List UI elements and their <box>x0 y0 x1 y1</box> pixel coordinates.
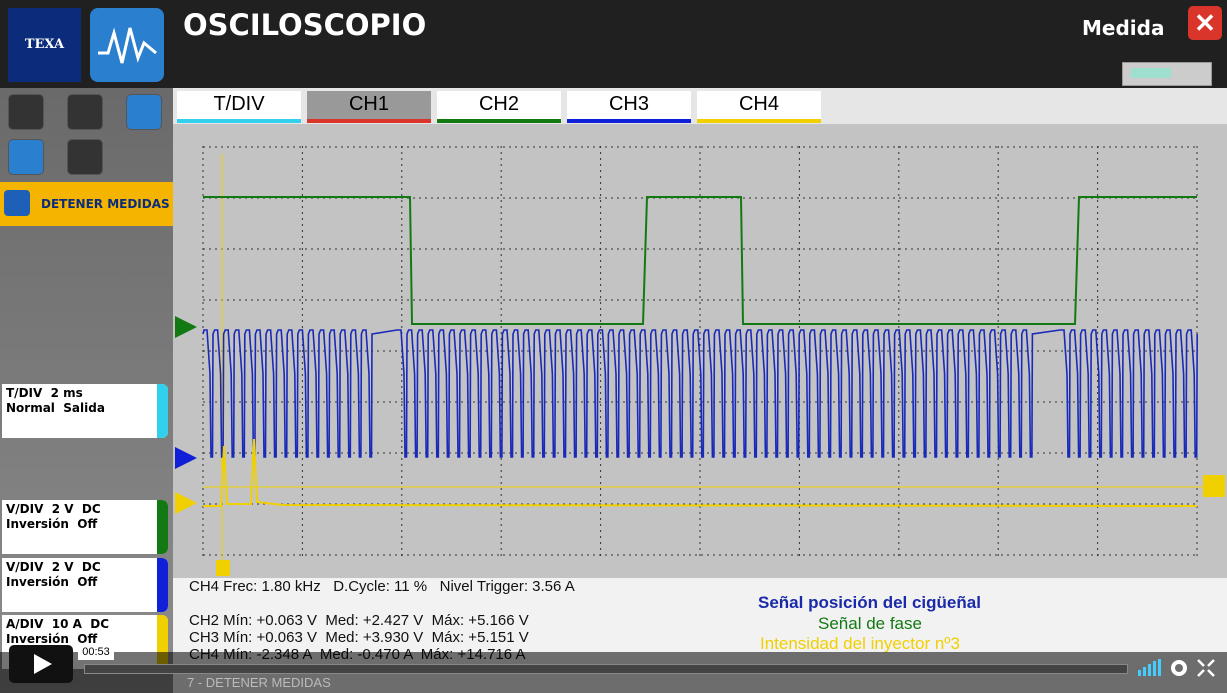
channel-panel: V/DIV 2 V DC Inversión Off <box>2 500 168 554</box>
zoom-icon[interactable] <box>8 94 44 130</box>
settings-icon[interactable] <box>8 139 44 175</box>
legend-injector: Intensidad del inyector nº3 <box>760 634 960 653</box>
scale-icon[interactable] <box>126 94 162 130</box>
marker-ch4 <box>175 492 197 514</box>
marker-ch2 <box>175 316 197 338</box>
panel-line2: Normal Salida <box>6 401 105 415</box>
marker-ch3 <box>175 447 197 469</box>
marker-trigger <box>1203 475 1225 497</box>
progress-bar[interactable] <box>84 664 1128 674</box>
app-title: OSCILOSCOPIO <box>183 8 427 42</box>
scope-plot <box>173 124 1227 578</box>
panel-line2: Inversión Off <box>6 575 98 589</box>
logo: TEXA <box>8 8 81 82</box>
tab[interactable]: T/DIV <box>177 91 301 123</box>
mode-label: Medida <box>1082 16 1165 40</box>
tab[interactable]: CH3 <box>567 91 691 123</box>
stop-button[interactable]: DETENER MEDIDAS <box>0 182 173 226</box>
slider[interactable] <box>1122 62 1212 86</box>
measurement-line: CH2 Mín: +0.063 V Med: +2.427 V Máx: +5.… <box>189 612 529 629</box>
panel-line2: Inversión Off <box>6 632 98 646</box>
channel-panel: V/DIV 2 V DC Inversión Off <box>2 558 168 612</box>
player-icons[interactable] <box>1136 656 1222 680</box>
panel-line1: A/DIV 10 A DC <box>6 617 110 631</box>
stop-label: DETENER MEDIDAS <box>41 197 170 211</box>
panel-color <box>157 384 168 438</box>
measurement-line: CH3 Mín: +0.063 V Med: +3.930 V Máx: +5.… <box>189 629 529 646</box>
tab[interactable]: CH2 <box>437 91 561 123</box>
trace-ch2 <box>203 196 1197 325</box>
panel-color <box>157 558 168 612</box>
cursor-icon[interactable] <box>67 94 103 130</box>
panel-color <box>157 500 168 554</box>
close-button[interactable]: ✕ <box>1188 6 1222 40</box>
panel-line1: T/DIV 2 ms <box>6 386 83 400</box>
panel-line1: V/DIV 2 V DC <box>6 560 101 574</box>
trace-ch3 <box>202 329 1198 458</box>
caption: 7 - DETENER MEDIDAS <box>187 675 331 690</box>
trace-ch4 <box>203 438 1198 507</box>
tab[interactable]: CH1 <box>307 91 431 123</box>
header <box>0 0 1227 88</box>
panel-color <box>157 615 168 669</box>
panel-line2: Inversión Off <box>6 517 98 531</box>
channel-panel: T/DIV 2 ms Normal Salida <box>2 384 168 438</box>
marker-time <box>216 560 230 576</box>
time-tooltip: 00:53 <box>78 644 114 660</box>
legend-crank: Señal posición del cigüeñal <box>758 593 981 612</box>
tab[interactable]: CH4 <box>697 91 821 123</box>
legend-phase: Señal de fase <box>818 614 922 633</box>
panel-line1: V/DIV 2 V DC <box>6 502 101 516</box>
print-icon[interactable] <box>67 139 103 175</box>
summary: CH4 Frec: 1.80 kHz D.Cycle: 11 % Nivel T… <box>189 578 575 595</box>
app-icon <box>90 8 164 82</box>
play-button[interactable] <box>9 645 73 683</box>
